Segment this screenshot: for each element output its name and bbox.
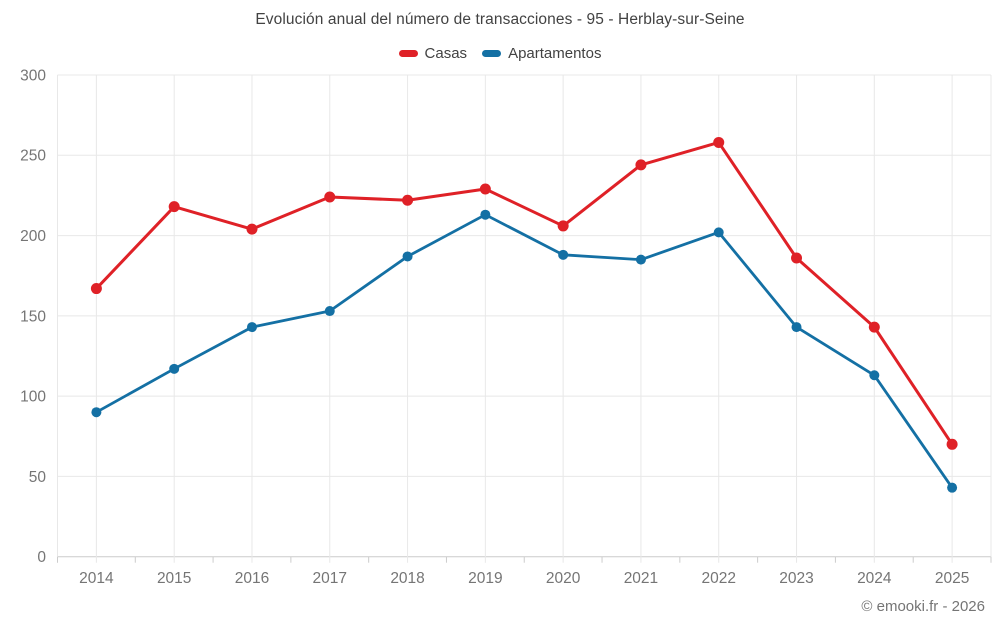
- data-point-casas[interactable]: [946, 438, 958, 450]
- legend-item-casas[interactable]: Casas: [398, 45, 468, 62]
- legend-label: Apartamentos: [508, 45, 602, 62]
- chart-title: Evolución anual del número de transaccio…: [255, 11, 745, 28]
- x-axis-tick-label: 2021: [624, 570, 658, 587]
- data-point-apartamentos[interactable]: [713, 227, 724, 238]
- data-point-casas[interactable]: [324, 191, 336, 203]
- x-axis-tick-label: 2015: [157, 570, 191, 587]
- data-point-apartamentos[interactable]: [480, 209, 491, 220]
- data-point-apartamentos[interactable]: [947, 482, 958, 493]
- data-point-casas[interactable]: [246, 223, 258, 235]
- y-axis-tick-label: 100: [20, 389, 46, 406]
- data-point-casas[interactable]: [791, 252, 803, 264]
- data-point-apartamentos[interactable]: [791, 322, 802, 333]
- y-axis-tick-label: 200: [20, 228, 46, 245]
- copyright-credit: © emooki.fr - 2026: [861, 598, 985, 615]
- data-point-casas[interactable]: [168, 201, 180, 213]
- chart-legend: Casas Apartamentos: [0, 45, 1000, 62]
- data-point-apartamentos[interactable]: [869, 370, 880, 381]
- data-point-apartamentos[interactable]: [558, 249, 569, 260]
- legend-swatch-apartamentos: [482, 50, 502, 57]
- data-point-casas[interactable]: [90, 283, 102, 295]
- data-point-casas[interactable]: [479, 183, 491, 195]
- data-point-apartamentos[interactable]: [169, 363, 180, 374]
- legend-item-apartamentos[interactable]: Apartamentos: [482, 45, 601, 62]
- data-point-apartamentos[interactable]: [91, 407, 102, 418]
- data-point-casas[interactable]: [868, 321, 880, 333]
- legend-swatch-casas: [398, 50, 418, 57]
- data-point-casas[interactable]: [713, 136, 725, 148]
- data-point-apartamentos[interactable]: [246, 322, 257, 333]
- series-line-casas: [94, 140, 954, 446]
- legend-label: Casas: [424, 45, 468, 62]
- y-axis-tick-label: 50: [29, 469, 47, 486]
- x-axis-tick-label: 2018: [390, 570, 424, 587]
- x-axis-tick-label: 2016: [235, 570, 269, 587]
- x-axis-tick-label: 2017: [313, 570, 347, 587]
- x-axis-tick-label: 2019: [468, 570, 502, 587]
- x-axis-tick-label: 2022: [701, 570, 735, 587]
- x-axis-tick-label: 2014: [79, 570, 114, 587]
- x-axis-tick-label: 2020: [546, 570, 581, 587]
- y-axis-tick-label: 0: [37, 549, 46, 566]
- x-axis-tick-label: 2023: [779, 570, 813, 587]
- data-point-apartamentos[interactable]: [402, 251, 413, 262]
- x-axis-tick-label: 2025: [935, 570, 969, 587]
- x-axis-tick-label: 2024: [857, 570, 892, 587]
- data-point-apartamentos[interactable]: [635, 254, 646, 265]
- data-point-casas[interactable]: [402, 194, 414, 206]
- y-axis-tick-label: 250: [20, 148, 46, 165]
- y-axis-tick-label: 300: [20, 67, 46, 84]
- data-point-casas[interactable]: [635, 159, 647, 171]
- series-line-apartamentos: [94, 213, 954, 490]
- data-point-casas[interactable]: [557, 220, 569, 232]
- y-axis-tick-label: 150: [20, 308, 46, 325]
- data-point-apartamentos[interactable]: [324, 306, 335, 317]
